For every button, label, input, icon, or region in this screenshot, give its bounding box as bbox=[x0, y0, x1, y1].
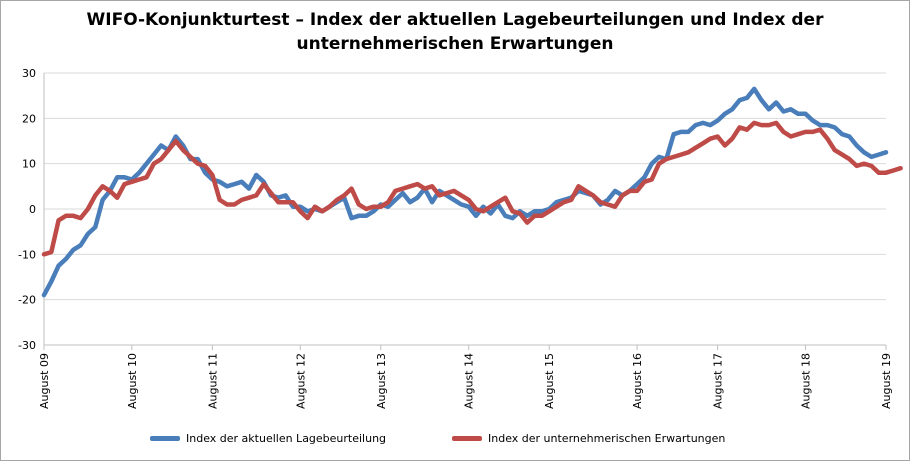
x-tick-label: August 09 bbox=[38, 353, 51, 409]
legend-label-lage: Index der aktuellen Lagebeurteilung bbox=[186, 431, 387, 445]
x-tick-label: August 13 bbox=[375, 353, 388, 409]
series-lines bbox=[41, 86, 903, 298]
x-tick-label: August 19 bbox=[880, 353, 893, 409]
y-tick-label: 0 bbox=[29, 203, 36, 216]
x-tick-labels: August 09 August 10 August 11 August 12 Augu… bbox=[38, 353, 893, 409]
legend-label-erwartungen: Index der unternehmerischen Erwartungen bbox=[488, 431, 726, 445]
y-tick-labels: -30 -20 -10 0 10 20 30 bbox=[18, 67, 36, 352]
chart-title: WIFO-Konjunkturtest – Index der aktuelle… bbox=[0, 8, 910, 56]
x-tick-label: August 18 bbox=[799, 353, 812, 409]
x-tick-label: August 15 bbox=[543, 353, 556, 409]
legend-item-erwartungen: Index der unternehmerischen Erwartungen bbox=[452, 428, 725, 448]
legend: Index der aktuellen Lagebeurteilung Inde… bbox=[0, 428, 910, 448]
chart-title-line-1: WIFO-Konjunkturtest – Index der aktuelle… bbox=[86, 10, 824, 30]
x-tick-label: August 14 bbox=[463, 353, 476, 409]
series-line-1 bbox=[41, 120, 903, 257]
y-tick-label: 10 bbox=[22, 158, 36, 171]
y-tick-label: -30 bbox=[18, 339, 36, 352]
x-tick-label: August 12 bbox=[294, 353, 307, 409]
grid-lines bbox=[44, 72, 886, 346]
x-tick-label: August 17 bbox=[712, 353, 725, 409]
axes bbox=[43, 73, 887, 350]
legend-item-lage: Index der aktuellen Lagebeurteilung bbox=[150, 428, 386, 448]
y-tick-label: 30 bbox=[22, 67, 36, 80]
series-line-0 bbox=[41, 86, 889, 298]
y-tick-label: 20 bbox=[22, 112, 36, 125]
legend-swatch-erwartungen bbox=[452, 435, 482, 441]
y-tick-label: -10 bbox=[18, 248, 36, 261]
x-tick-label: August 11 bbox=[206, 353, 219, 409]
legend-swatch-lage bbox=[150, 435, 180, 441]
x-tick-label: August 16 bbox=[631, 353, 644, 409]
x-tick-label: August 10 bbox=[126, 353, 139, 409]
chart-title-line-2: unternehmerischen Erwartungen bbox=[296, 34, 614, 54]
y-tick-label: -20 bbox=[18, 294, 36, 307]
